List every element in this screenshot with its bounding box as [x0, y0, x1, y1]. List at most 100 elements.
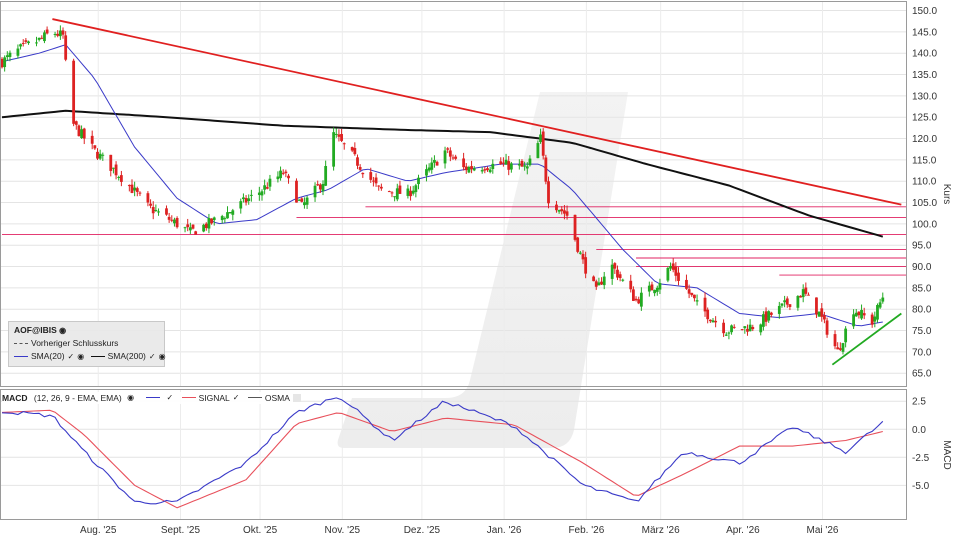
- candle: [350, 146, 354, 153]
- candle: [3, 55, 7, 72]
- globe-icon[interactable]: ◉: [158, 352, 166, 361]
- candle: [61, 27, 65, 39]
- candle: [223, 216, 227, 223]
- globe-icon[interactable]: ◉: [127, 393, 135, 403]
- macd-line: [1, 397, 884, 505]
- candle: [90, 130, 94, 150]
- candle: [24, 38, 28, 44]
- candle: [377, 185, 381, 191]
- candle: [77, 124, 81, 137]
- macd-axis-label: MACD: [941, 440, 952, 469]
- candle: [411, 185, 415, 196]
- candle: [817, 311, 821, 317]
- candle: [149, 199, 152, 209]
- month-tick-label: Jan. '26: [487, 525, 522, 536]
- candle: [602, 271, 606, 290]
- candle: [64, 31, 68, 62]
- month-tick-label: Apr. '26: [726, 525, 760, 536]
- price-tick-label: 85.0: [912, 283, 932, 294]
- candle: [592, 275, 596, 282]
- candle: [804, 282, 808, 297]
- candle: [629, 274, 633, 293]
- price-tick-label: 110.0: [912, 177, 937, 188]
- candle: [27, 40, 30, 45]
- price-tick-label: 90.0: [912, 262, 932, 273]
- checkmark-icon[interactable]: ✓: [67, 352, 75, 361]
- candle: [165, 205, 168, 216]
- candle: [788, 304, 792, 311]
- candle: [746, 324, 749, 336]
- candle: [387, 190, 391, 193]
- candle: [650, 281, 654, 291]
- candle: [823, 311, 826, 324]
- candle: [332, 127, 336, 171]
- candle: [769, 311, 773, 318]
- candle: [186, 218, 190, 232]
- candle: [53, 31, 57, 38]
- candle: [119, 170, 123, 187]
- month-tick-label: Mai '26: [807, 525, 839, 536]
- candle: [295, 178, 298, 203]
- candle: [517, 159, 521, 170]
- candle: [279, 166, 282, 181]
- candle: [852, 309, 855, 329]
- candle: [257, 186, 261, 201]
- candle: [435, 160, 439, 166]
- candle: [268, 174, 272, 191]
- candle: [414, 183, 418, 198]
- candle: [146, 191, 150, 207]
- candle: [127, 184, 131, 192]
- trendline[interactable]: [52, 18, 902, 206]
- candle: [743, 325, 747, 334]
- candle: [618, 271, 622, 282]
- candle: [202, 223, 206, 233]
- candle: [56, 30, 60, 38]
- candle: [873, 311, 877, 328]
- price-tick-label: 95.0: [912, 241, 932, 252]
- candle: [732, 324, 736, 329]
- candle: [406, 184, 410, 199]
- candle: [565, 205, 569, 220]
- price-axis-label: Kurs: [941, 184, 952, 205]
- candle: [448, 147, 452, 162]
- candle: [58, 25, 62, 40]
- candle: [114, 161, 118, 180]
- globe-icon[interactable]: ◉: [77, 352, 85, 361]
- candle: [334, 128, 338, 138]
- candle: [560, 206, 564, 215]
- price-tick-label: 140.0: [912, 49, 937, 60]
- candle: [639, 287, 643, 311]
- checkmark-icon[interactable]: ✓: [166, 393, 174, 403]
- checkmark-icon[interactable]: ✓: [148, 352, 156, 361]
- sma200-path: [1, 109, 884, 238]
- candle: [483, 166, 487, 174]
- candle: [525, 162, 529, 175]
- candle: [836, 342, 840, 350]
- candle: [557, 209, 561, 214]
- checkmark-icon[interactable]: ✓: [232, 393, 240, 403]
- candle: [820, 303, 824, 322]
- candle: [785, 296, 789, 308]
- candle: [281, 169, 285, 176]
- signal-line: [1, 409, 883, 509]
- candle: [337, 129, 341, 142]
- candle: [276, 171, 280, 183]
- globe-icon[interactable]: ◉: [59, 326, 67, 335]
- osma-toggle-box[interactable]: [292, 393, 301, 402]
- candle: [722, 319, 725, 337]
- macd-tick-label: -5.0: [912, 481, 930, 492]
- candle: [451, 154, 455, 160]
- price-tick-label: 145.0: [912, 27, 937, 38]
- candle: [191, 224, 195, 230]
- candle: [443, 146, 447, 169]
- trendline[interactable]: [831, 312, 902, 366]
- candle: [544, 154, 548, 185]
- candle: [878, 298, 882, 310]
- candle: [220, 214, 224, 224]
- candle: [212, 216, 216, 226]
- macd-legend: MACD (12, 26, 9 - EMA, EMA) ◉ ✓ SIGNAL ✓ …: [2, 392, 301, 404]
- candle: [541, 128, 545, 160]
- candle: [502, 157, 505, 167]
- macd-tick-label: 2.5: [912, 397, 926, 408]
